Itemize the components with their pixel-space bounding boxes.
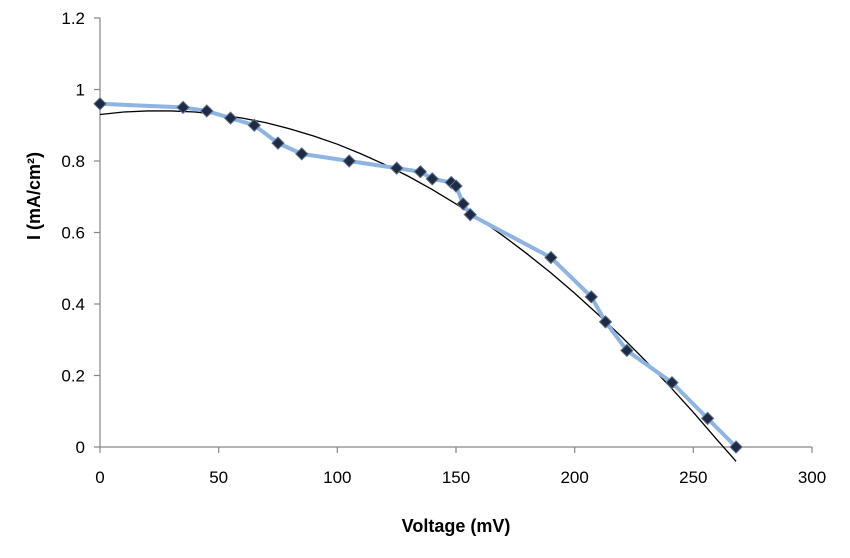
data-point-marker xyxy=(584,290,598,304)
data-point-marker xyxy=(449,179,463,193)
x-tick-label: 100 xyxy=(323,468,351,487)
axes xyxy=(99,18,812,448)
data-point-marker xyxy=(389,161,404,175)
data-point-marker xyxy=(620,343,634,358)
x-axis-title: Voltage (mV) xyxy=(402,516,511,536)
data-point-marker xyxy=(413,165,428,179)
y-tick-label: 1 xyxy=(76,81,85,100)
x-tick-label: 200 xyxy=(560,468,588,487)
y-tick-label: 0.8 xyxy=(61,152,85,171)
data-point-marker xyxy=(700,411,715,426)
data-point-marker xyxy=(295,147,309,161)
data-point-marker xyxy=(425,172,439,186)
data-point-marker xyxy=(342,154,356,168)
data-point-marker xyxy=(223,111,238,125)
trendline-layer xyxy=(99,110,737,462)
series-layer xyxy=(93,97,743,454)
data-point-marker xyxy=(463,207,477,222)
y-tick-label: 0.6 xyxy=(61,224,85,243)
data-point-marker xyxy=(456,197,470,211)
data-point-marker xyxy=(271,136,285,150)
y-axis-title: I (mA/cm²) xyxy=(24,152,44,240)
x-tick-label: 300 xyxy=(798,468,826,487)
series-line xyxy=(98,101,739,449)
tick-labels: 0 0.2 0.4 0.6 0.8 1 1.2 0 50 100 150 200 250 300 xyxy=(61,9,826,487)
y-tick-label: 1.2 xyxy=(61,9,85,28)
trendline xyxy=(99,110,737,462)
data-point-marker xyxy=(200,104,214,118)
y-tick-label: 0.2 xyxy=(61,367,85,386)
data-point-marker xyxy=(729,440,743,454)
x-tick-label: 150 xyxy=(442,468,470,487)
x-tick-label: 50 xyxy=(209,468,228,487)
axis-ticks xyxy=(94,17,813,453)
data-point-marker xyxy=(665,375,679,390)
data-point-marker xyxy=(598,315,613,329)
data-point-marker xyxy=(93,97,107,111)
data-point-marker xyxy=(176,100,190,115)
x-tick-label: 250 xyxy=(679,468,707,487)
data-point-marker xyxy=(247,118,261,132)
data-point-marker xyxy=(544,250,558,265)
y-tick-label: 0.4 xyxy=(61,295,85,314)
x-tick-label: 0 xyxy=(95,468,104,487)
y-tick-label: 0 xyxy=(76,438,85,457)
